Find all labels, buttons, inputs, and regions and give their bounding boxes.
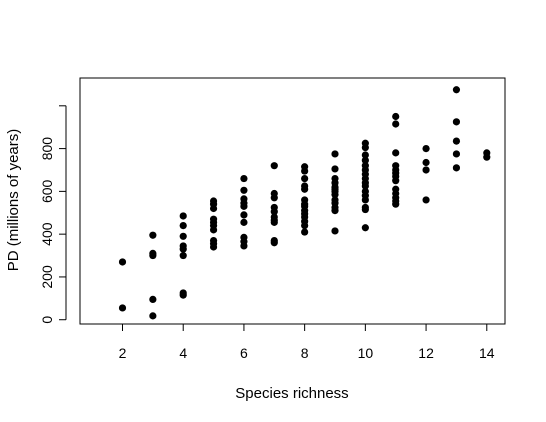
data-point xyxy=(392,112,400,121)
data-point xyxy=(301,228,309,236)
x-tick-label: 8 xyxy=(301,345,309,361)
data-point xyxy=(452,86,461,94)
x-tick-label: 10 xyxy=(358,345,374,361)
x-tick-label: 14 xyxy=(479,345,495,361)
data-point xyxy=(422,158,430,167)
data-point xyxy=(392,200,400,208)
data-point xyxy=(361,224,369,232)
data-point xyxy=(179,251,187,260)
data-point xyxy=(270,239,278,247)
data-point xyxy=(331,227,339,235)
data-point xyxy=(270,218,278,226)
data-point xyxy=(361,156,369,164)
data-point xyxy=(118,258,127,266)
data-point xyxy=(301,185,309,193)
data-point xyxy=(392,120,400,128)
data-point xyxy=(149,251,157,260)
data-point xyxy=(301,222,309,230)
data-point xyxy=(179,212,187,220)
y-tick-label: 0 xyxy=(39,316,55,324)
data-point xyxy=(452,150,461,158)
data-point xyxy=(149,295,157,303)
data-point xyxy=(422,196,430,204)
y-tick-label: 200 xyxy=(39,265,55,289)
y-axis-title: PD (millions of years) xyxy=(5,129,22,272)
data-point xyxy=(361,196,369,204)
data-point xyxy=(179,232,187,240)
data-point xyxy=(483,153,491,161)
data-point xyxy=(301,174,309,183)
data-point xyxy=(422,144,430,153)
data-point xyxy=(209,204,218,213)
y-tick-label: 600 xyxy=(39,179,55,203)
x-tick-label: 2 xyxy=(119,345,127,361)
data-point xyxy=(179,222,187,230)
y-tick-label: 400 xyxy=(39,222,55,246)
data-point xyxy=(149,231,157,239)
data-point xyxy=(392,149,400,157)
data-point xyxy=(209,243,218,251)
x-tick-label: 4 xyxy=(179,345,187,361)
data-point xyxy=(149,312,157,320)
data-point xyxy=(118,304,127,312)
data-point xyxy=(270,162,278,170)
data-point xyxy=(270,194,278,202)
data-point xyxy=(452,118,461,126)
data-point xyxy=(179,291,187,299)
data-point xyxy=(361,205,369,214)
x-axis-title: Species richness xyxy=(235,385,348,402)
data-point xyxy=(270,208,278,216)
data-point xyxy=(240,186,248,194)
data-point xyxy=(240,174,248,183)
data-point xyxy=(361,182,369,190)
data-point xyxy=(179,245,187,253)
data-point xyxy=(392,177,400,185)
data-point xyxy=(331,165,339,173)
x-tick-label: 12 xyxy=(418,345,434,361)
data-point xyxy=(452,137,461,145)
x-axis: 2 4 6 8 10 12 14 xyxy=(119,323,495,361)
data-point xyxy=(209,226,218,234)
x-tick-label: 6 xyxy=(240,345,248,361)
data-point xyxy=(361,151,369,159)
y-tick-label: 800 xyxy=(39,137,55,161)
data-point xyxy=(240,218,248,226)
data-point xyxy=(331,207,339,215)
data-point xyxy=(301,167,309,175)
data-point xyxy=(240,202,248,210)
data-points xyxy=(118,86,491,320)
y-axis: 0 200 400 600 800 xyxy=(39,105,67,324)
data-point xyxy=(240,242,248,250)
data-point xyxy=(361,143,369,152)
data-point xyxy=(240,211,248,219)
data-point xyxy=(452,164,461,172)
plot-frame xyxy=(79,77,506,325)
data-point xyxy=(331,150,339,158)
data-point xyxy=(331,190,339,199)
data-point xyxy=(422,166,430,174)
